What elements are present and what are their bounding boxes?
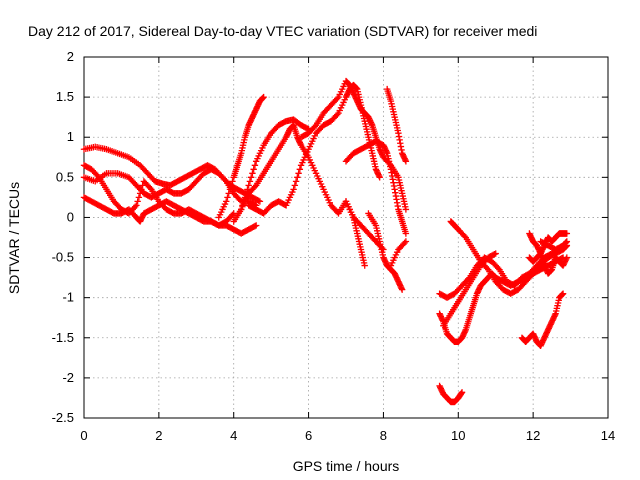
- y-tick-label: -0.5: [52, 250, 74, 265]
- y-tick-label: 0: [67, 209, 74, 224]
- x-tick-label: 0: [80, 428, 87, 443]
- data-point-marker: [256, 198, 264, 205]
- axis-ticks: 0 2 4 6 8 10 12 14 -2.5 -2 -1.5 -1 -0.5 0 0.5 1 1.5 2: [52, 49, 616, 443]
- data-point-marker: [134, 198, 141, 205]
- x-tick-label: 10: [451, 428, 465, 443]
- data-point-marker: [135, 194, 143, 201]
- x-axis-label: GPS time / hours: [293, 458, 400, 474]
- series-arc5: [215, 93, 267, 221]
- data-point-marker: [291, 182, 299, 189]
- chart-title: Day 212 of 2017, Sidereal Day-to-day VTE…: [28, 23, 537, 39]
- y-tick-label: 0.5: [56, 169, 74, 184]
- data-point-marker: [251, 222, 259, 230]
- series-arc10: [342, 138, 410, 237]
- series-arc23: [537, 238, 571, 253]
- data-point-marker: [402, 238, 410, 245]
- data-point-marker: [311, 123, 319, 130]
- data-point-marker: [402, 158, 410, 165]
- series-arc15: [436, 382, 466, 406]
- data-point-marker: [229, 178, 236, 185]
- data-point-marker: [290, 186, 297, 193]
- data-point-marker: [304, 125, 311, 132]
- data-point-marker: [295, 170, 302, 177]
- data-point-marker: [224, 194, 231, 201]
- data-point-marker: [361, 262, 368, 269]
- series-arc14: [387, 238, 410, 269]
- data-point-marker: [563, 254, 571, 261]
- data-point-marker: [251, 162, 259, 169]
- x-tick-label: 14: [601, 428, 615, 443]
- data-point-marker: [247, 174, 255, 181]
- data-point-marker: [138, 186, 145, 193]
- data-point-marker: [376, 174, 383, 181]
- data-point-marker: [133, 202, 140, 209]
- series-arc4: [80, 162, 237, 229]
- data-point-marker: [402, 206, 410, 213]
- series-arc21: [526, 230, 571, 257]
- series-arc19: [440, 250, 499, 329]
- series-arc11: [342, 198, 368, 269]
- data-point-marker: [495, 265, 502, 272]
- data-point-marker: [292, 178, 300, 185]
- series-arc6: [230, 116, 312, 225]
- series-arc18: [447, 218, 571, 297]
- data-point-marker: [221, 176, 229, 184]
- data-point-marker: [294, 174, 301, 181]
- y-tick-label: 1: [67, 129, 74, 144]
- data-point-marker: [260, 93, 267, 101]
- data-point-marker: [131, 203, 139, 210]
- data-point-marker: [146, 184, 154, 192]
- data-point-marker: [136, 190, 144, 197]
- data-point-marker: [249, 170, 256, 177]
- data-point-marker: [252, 222, 260, 229]
- data-markers: [80, 77, 571, 406]
- data-point-marker: [563, 230, 571, 237]
- series-arc12: [365, 210, 406, 293]
- data-point-marker: [94, 172, 101, 180]
- x-tick-label: 12: [526, 428, 540, 443]
- series-arc7: [238, 121, 387, 253]
- data-point-marker: [246, 178, 254, 185]
- data-point-marker: [334, 95, 341, 102]
- series-arc13: [383, 85, 410, 165]
- data-point-marker: [245, 182, 252, 189]
- data-point-marker: [225, 190, 232, 197]
- x-tick-label: 2: [155, 428, 162, 443]
- data-point-marker: [229, 211, 236, 218]
- x-tick-label: 8: [380, 428, 387, 443]
- data-point-marker: [334, 111, 341, 118]
- data-point-marker: [228, 182, 235, 189]
- data-point-marker: [296, 166, 304, 173]
- y-tick-label: -1.5: [52, 330, 74, 345]
- data-point-marker: [483, 265, 491, 272]
- data-point-marker: [563, 238, 571, 245]
- data-point-marker: [401, 239, 408, 247]
- data-point-marker: [402, 230, 410, 237]
- x-tick-label: 4: [230, 428, 237, 443]
- data-point-marker: [255, 197, 262, 204]
- data-point-marker: [223, 198, 230, 205]
- data-point-marker: [491, 251, 498, 258]
- y-tick-label: -2: [62, 370, 74, 385]
- data-point-marker: [461, 232, 468, 240]
- plot-frame: [83, 56, 609, 419]
- series-arc20: [518, 290, 567, 349]
- data-point-marker: [250, 166, 257, 173]
- data-point-marker: [458, 389, 466, 396]
- x-tick-label: 6: [305, 428, 312, 443]
- series-arc22: [526, 250, 571, 277]
- y-axis-label: SDTVAR / TECUs: [6, 182, 22, 294]
- data-point-marker: [559, 290, 567, 297]
- y-tick-label: -2.5: [52, 410, 74, 425]
- data-point-marker: [226, 186, 234, 193]
- y-tick-label: 1.5: [56, 89, 74, 104]
- data-point-marker: [251, 183, 259, 190]
- data-point-marker: [492, 250, 499, 257]
- data-point-marker: [398, 286, 406, 293]
- y-tick-label: -1: [62, 290, 74, 305]
- y-tick-label: 2: [67, 49, 74, 64]
